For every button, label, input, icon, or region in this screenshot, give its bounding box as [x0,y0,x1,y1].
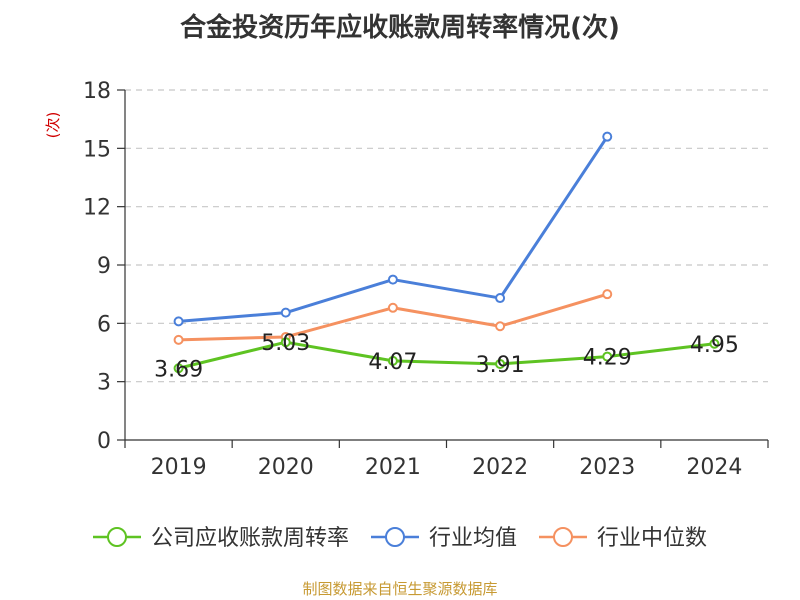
data-point [709,338,720,349]
legend-item: 行业中位数 [539,526,707,551]
series-layer [173,131,720,374]
data-point [602,289,613,300]
series-行业中位数 [173,289,613,345]
series-line [178,135,609,323]
series-行业均值 [173,131,613,327]
legend-item: 公司应收账款周转率 [93,526,349,551]
legend-label: 行业均值 [429,526,517,551]
data-point [387,302,398,313]
data-point [602,131,613,142]
y-tick-label: 3 [97,371,111,396]
data-label: 5.03 [261,331,310,356]
data-point [280,337,291,348]
grid-lines [125,89,768,383]
data-label: 3.91 [476,353,525,378]
source-note: 制图数据来自恒生聚源数据库 [302,580,497,598]
data-point [495,321,506,332]
x-tick-label: 2020 [258,455,314,480]
data-label: 4.07 [368,350,417,375]
x-tick-label: 2023 [579,455,635,480]
legend-label: 公司应收账款周转率 [151,526,349,551]
axes: 0 3 6 9 12 15 18 2019 2020 2021 2022 2023 2024 [83,79,769,480]
legend-marker [553,527,573,547]
data-point [495,358,506,369]
x-tick-label: 2022 [472,455,528,480]
x-tick-label: 2019 [151,455,207,480]
data-label: 4.95 [690,333,739,358]
y-tick-label: 15 [83,137,111,162]
y-tick-label: 6 [97,312,111,337]
legend-label: 行业中位数 [597,526,707,551]
data-label: 3.69 [154,357,203,382]
data-point [387,355,398,366]
data-point [387,274,398,285]
legend: 公司应收账款周转率 行业均值 行业中位数 [93,526,707,551]
data-point [173,363,184,374]
y-tick-label: 0 [97,429,111,454]
data-point [173,334,184,345]
y-tick-label: 12 [83,196,111,221]
chart-title: 合金投资历年应收账款周转率情况(次) [180,12,620,43]
y-tick-label: 9 [97,254,111,279]
data-point [280,307,291,318]
y-axis-label: (次) [44,112,62,139]
legend-marker [107,527,127,547]
data-label: 4.29 [583,346,632,371]
series-line [178,340,715,370]
legend-marker [385,527,405,547]
data-point [495,293,506,304]
data-labels: 3.69 5.03 4.07 3.91 4.29 4.95 [154,331,739,382]
legend-item: 行业均值 [371,526,517,551]
data-point [602,351,613,362]
y-tick-label: 18 [83,79,111,104]
series-公司应收账款周转率 [173,337,720,374]
x-tick-label: 2024 [686,455,742,480]
data-point [173,316,184,327]
x-tick-label: 2021 [365,455,421,480]
